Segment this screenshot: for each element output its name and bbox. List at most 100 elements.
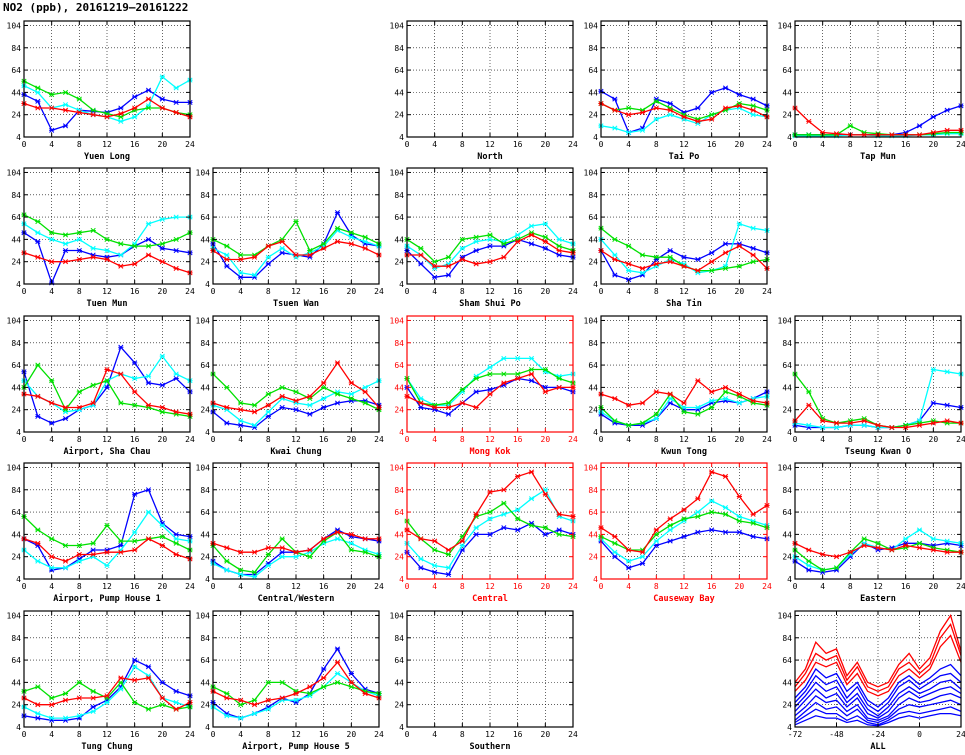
- data-point: [49, 236, 55, 242]
- x-tick-label: 24: [568, 140, 578, 149]
- data-point: [820, 129, 826, 136]
- y-tick-label: 104: [584, 316, 599, 325]
- y-tick-label: 4: [399, 723, 404, 732]
- data-point: [265, 563, 271, 569]
- data-point: [612, 418, 618, 424]
- data-point: [736, 391, 742, 397]
- data-point: [833, 420, 840, 426]
- data-point: [334, 536, 341, 542]
- x-tick-label: 8: [77, 140, 82, 149]
- data-point: [238, 571, 244, 578]
- data-point: [639, 252, 646, 258]
- data-point: [362, 245, 368, 251]
- data-point: [709, 404, 715, 411]
- data-point: [626, 276, 632, 283]
- data-point: [833, 131, 840, 137]
- data-point: [132, 105, 138, 111]
- series-line: [406, 377, 574, 415]
- y-tick-label: 44: [394, 235, 404, 244]
- data-point: [159, 105, 165, 111]
- x-tick-label: 24: [956, 435, 965, 444]
- data-point: [90, 551, 96, 558]
- x-tick-label: 16: [707, 140, 717, 149]
- data-point: [90, 695, 96, 701]
- data-point: [265, 402, 271, 408]
- y-tick-label: 64: [782, 508, 792, 517]
- chart-label: Central: [472, 594, 508, 604]
- data-point: [251, 402, 258, 408]
- x-tick-label: 24: [956, 730, 965, 739]
- x-tick-label: 24: [185, 140, 195, 149]
- data-point: [90, 708, 96, 714]
- data-point: [501, 241, 507, 247]
- data-point: [459, 245, 465, 251]
- x-tick-label: 4: [49, 582, 54, 591]
- chart-label: North: [477, 152, 503, 162]
- series-2: [21, 212, 193, 249]
- y-tick-label: 24: [11, 701, 21, 710]
- y-tick-label: 104: [7, 463, 22, 472]
- chart-all: 4 24 44 64 84 104 -72 -48 -24 0 24 ALL: [778, 610, 965, 752]
- x-tick-label: 0: [22, 140, 27, 149]
- y-tick-label: 84: [11, 486, 21, 495]
- y-tick-label: 44: [394, 678, 404, 687]
- series-3: [598, 100, 770, 124]
- data-point: [265, 391, 271, 397]
- data-point: [722, 473, 729, 479]
- y-tick-label: 84: [200, 486, 210, 495]
- data-point: [722, 389, 729, 395]
- y-tick-label: 4: [205, 428, 210, 437]
- chart-label: Yuen Long: [84, 152, 130, 162]
- data-point: [556, 531, 562, 537]
- data-point: [90, 382, 96, 388]
- data-point: [667, 100, 673, 107]
- x-tick-label: 8: [654, 140, 659, 149]
- y-tick-label: 64: [200, 656, 210, 665]
- x-tick-label: 8: [460, 435, 465, 444]
- series-line: [794, 663, 962, 708]
- data-point: [459, 400, 465, 406]
- data-point: [944, 402, 950, 408]
- y-tick-label: 24: [782, 701, 792, 710]
- data-point: [709, 89, 715, 95]
- x-tick-label: 4: [432, 730, 437, 739]
- x-tick-label: 4: [49, 730, 54, 739]
- data-point: [76, 404, 82, 411]
- data-point: [76, 109, 82, 116]
- data-point: [695, 411, 701, 417]
- data-point: [159, 522, 165, 529]
- data-point: [432, 259, 438, 265]
- x-tick-label: 20: [347, 435, 357, 444]
- y-tick-label: 84: [11, 339, 21, 348]
- x-tick-label: 0: [599, 435, 604, 444]
- data-point: [62, 404, 69, 411]
- data-point: [916, 422, 923, 428]
- data-point: [528, 469, 535, 475]
- data-point: [653, 105, 659, 111]
- data-point: [334, 679, 341, 685]
- data-point: [736, 529, 742, 535]
- x-tick-label: 4: [432, 287, 437, 296]
- data-point: [750, 96, 756, 102]
- data-point: [104, 522, 110, 529]
- data-point: [224, 567, 230, 573]
- data-point: [279, 545, 285, 551]
- y-tick-label: 104: [584, 21, 599, 30]
- data-point: [445, 551, 452, 558]
- data-point: [944, 538, 950, 544]
- series-line: [794, 699, 962, 724]
- data-point: [159, 216, 165, 222]
- data-point: [104, 378, 110, 384]
- data-point: [265, 409, 271, 415]
- data-point: [695, 513, 701, 520]
- x-tick-label: 8: [460, 287, 465, 296]
- data-point: [695, 496, 701, 502]
- data-point: [118, 241, 124, 247]
- data-point: [35, 89, 41, 95]
- y-tick-label: 4: [205, 575, 210, 584]
- x-tick-label: 0: [211, 287, 216, 296]
- data-point: [432, 274, 438, 280]
- data-point: [279, 245, 285, 251]
- data-point: [62, 558, 69, 564]
